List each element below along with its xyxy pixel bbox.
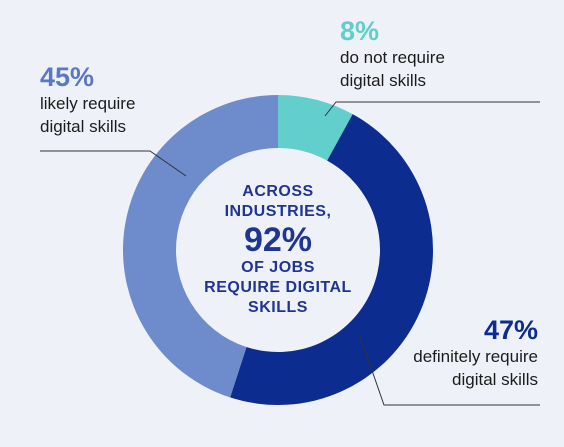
donut-slices — [123, 95, 433, 405]
center-label: ACROSS INDUSTRIES, 92% OF JOBS REQUIRE D… — [178, 182, 378, 318]
label-pct-likely-require: 45% — [40, 62, 95, 92]
label-pct-do-not-require: 8% — [340, 16, 380, 46]
label-do-not-require: 8% do not require digital skills — [340, 16, 445, 92]
center-value: 92% — [243, 221, 313, 259]
label-definitely-require: 47% definitely require digital skills — [413, 315, 538, 391]
label-desc-do-not-require-1: do not require — [340, 48, 445, 67]
center-line-2: INDUSTRIES, — [224, 203, 332, 220]
leader-lines — [40, 101, 540, 406]
slice-do-not-require — [278, 95, 353, 161]
label-desc-likely-require-1: likely require — [40, 94, 136, 113]
slice-definitely-require — [230, 114, 433, 405]
leader-line-definitely-require — [359, 335, 540, 406]
center-line-3: OF JOBS — [241, 259, 315, 276]
center-line-5: SKILLS — [248, 299, 308, 316]
leader-line-do-not-require — [324, 101, 540, 117]
label-likely-require: 45% likely require digital skills — [40, 62, 135, 138]
label-pct-definitely-require: 47% — [483, 315, 538, 345]
label-desc-do-not-require-2: digital skills — [340, 71, 426, 90]
center-line-4: REQUIRE DIGITAL — [204, 279, 352, 296]
leader-line-likely-require — [40, 150, 187, 177]
slice-likely-require — [123, 95, 278, 398]
label-desc-likely-require-2: digital skills — [40, 117, 126, 136]
center-line-1: ACROSS — [242, 183, 314, 200]
label-desc-definitely-require-2: digital skills — [452, 370, 538, 389]
label-desc-definitely-require-1: definitely require — [413, 347, 538, 366]
